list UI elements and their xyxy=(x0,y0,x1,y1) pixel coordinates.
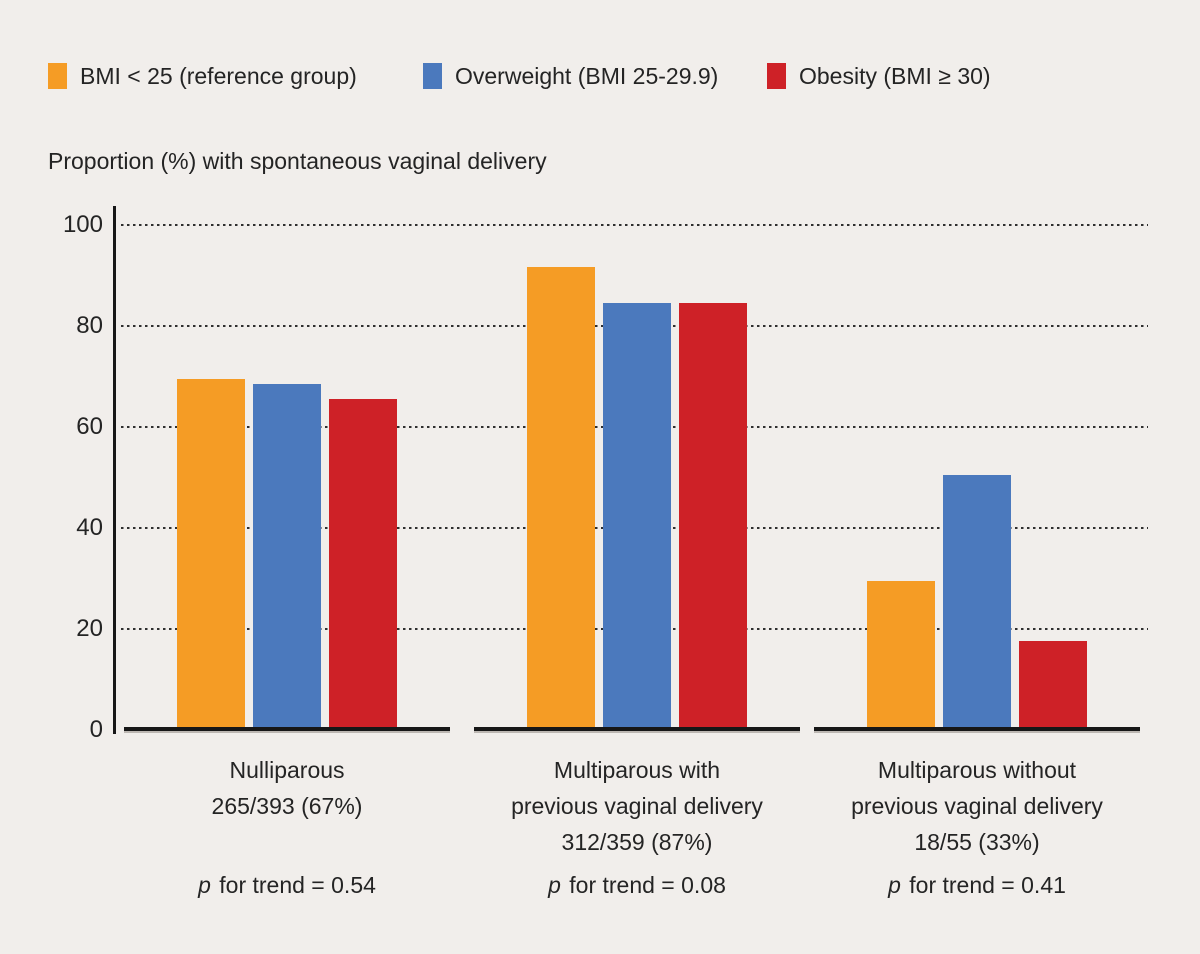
y-tick-label-40: 40 xyxy=(76,514,103,541)
legend-swatch-overweight xyxy=(423,63,442,89)
bar xyxy=(527,267,595,727)
y-tick-label-100: 100 xyxy=(62,211,103,238)
bar xyxy=(679,302,747,727)
category-group xyxy=(124,225,450,731)
y-tick-label-0: 0 xyxy=(89,716,103,743)
legend-label: Obesity (BMI ≥ 30) xyxy=(799,62,991,89)
group-label: Multiparous with previous vaginal deliver… xyxy=(452,752,822,860)
x-axis-baseline-segment xyxy=(814,727,1140,731)
group-label: Multiparous without previous vaginal deli… xyxy=(792,752,1162,860)
x-axis-baseline-segment xyxy=(124,727,450,731)
y-axis-ticks: 0 20 40 60 80 100 xyxy=(10,211,103,743)
legend-swatch-bmi-under-25 xyxy=(48,63,67,89)
p-for-trend-label: p for trend = 0.08 xyxy=(548,872,726,898)
legend-label: Overweight (BMI 25-29.9) xyxy=(455,62,719,89)
x-axis-baseline-segment xyxy=(474,727,800,731)
bar xyxy=(253,383,321,727)
y-axis-line xyxy=(113,206,116,734)
bar xyxy=(177,378,245,727)
legend-item-overweight: Overweight (BMI 25-29.9) xyxy=(423,62,718,90)
legend-swatch-obesity xyxy=(767,63,786,89)
bar xyxy=(867,580,935,727)
plot-area xyxy=(115,223,1148,731)
bar xyxy=(1019,641,1087,727)
p-for-trend-label: p for trend = 0.41 xyxy=(888,872,1066,898)
y-tick-label-60: 60 xyxy=(76,413,103,440)
bar-cluster xyxy=(867,474,1087,727)
p-symbol: p xyxy=(198,872,211,898)
legend-item-bmi-under-25: BMI < 25 (reference group) xyxy=(48,62,357,90)
p-symbol: p xyxy=(888,872,901,898)
category-group xyxy=(814,225,1140,731)
group-label-line: 265/393 (67%) xyxy=(211,793,363,819)
bar-cluster xyxy=(527,267,747,727)
bar xyxy=(943,474,1011,727)
bar-cluster xyxy=(177,378,397,727)
group-label-line: Multiparous without xyxy=(877,757,1077,783)
legend-item-obesity: Obesity (BMI ≥ 30) xyxy=(767,62,991,90)
group-label: Nulliparous 265/393 (67%) xyxy=(102,752,472,824)
p-symbol: p xyxy=(548,872,561,898)
p-for-trend-label: p for trend = 0.54 xyxy=(198,872,376,898)
bar xyxy=(329,398,397,727)
bar xyxy=(603,302,671,727)
group-label-line: Multiparous with xyxy=(553,757,721,783)
group-label-line: previous vaginal delivery xyxy=(511,793,763,819)
y-tick-label-80: 80 xyxy=(76,312,103,339)
y-tick-label-20: 20 xyxy=(76,615,103,642)
group-label-line: Nulliparous xyxy=(229,757,345,783)
group-label-line: 18/55 (33%) xyxy=(914,829,1040,855)
group-label-line: previous vaginal delivery xyxy=(851,793,1103,819)
gridline-100 xyxy=(121,223,1148,226)
legend-label: BMI < 25 (reference group) xyxy=(80,62,357,89)
category-group xyxy=(474,225,800,731)
group-label-line: 312/359 (87%) xyxy=(561,829,713,855)
chart-title: Proportion (%) with spontaneous vaginal … xyxy=(48,148,547,174)
